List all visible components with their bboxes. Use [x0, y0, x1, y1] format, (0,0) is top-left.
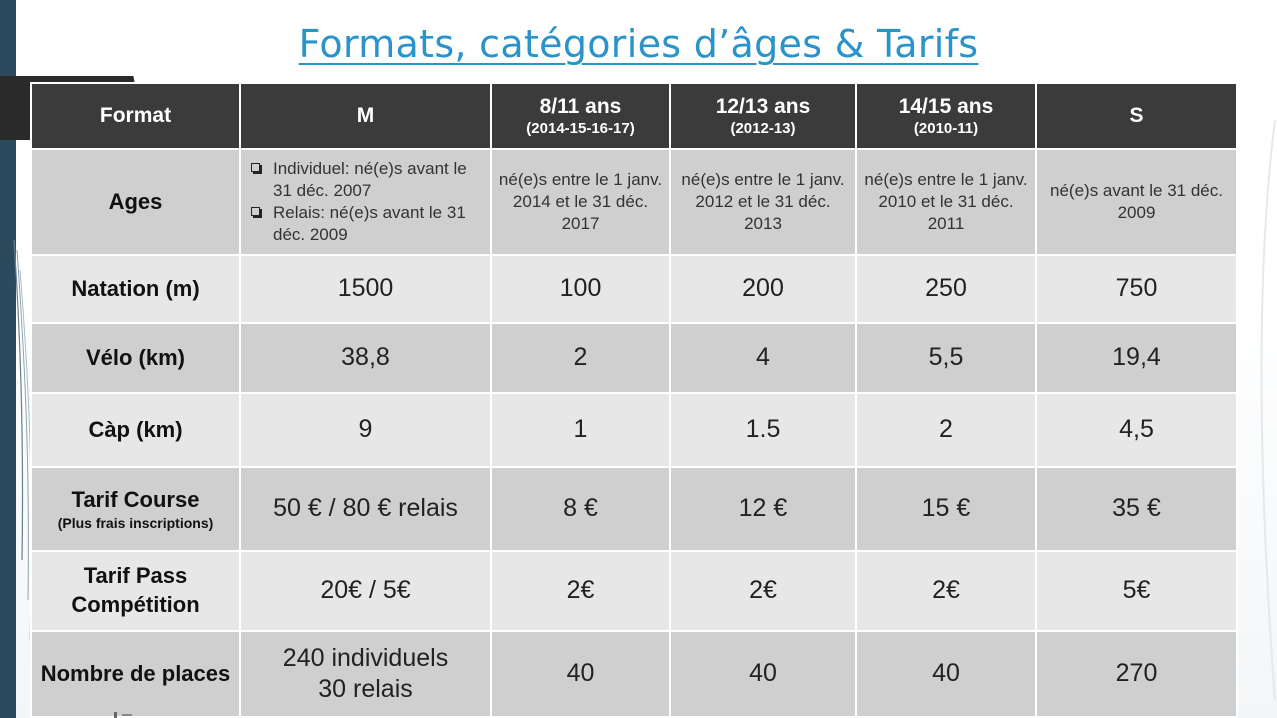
ages-s-cell: né(e)s avant le 31 déc. 2009 [1035, 148, 1238, 256]
table-header-row: Format M 8/11 ans (2014-15-16-17) 12/13 a… [30, 82, 1238, 150]
checkbox-bullet-icon [251, 207, 260, 216]
row-sublabel-frais: (Plus frais inscriptions) [57, 514, 214, 531]
table-cell: 4 [669, 322, 857, 394]
table-row-tarif-course: Tarif Course (Plus frais inscriptions) 5… [30, 466, 1238, 552]
ages-m-cell: Individuel: né(e)s avant le 31 déc. 2007… [239, 148, 492, 256]
row-label-tarif-course: Tarif Course (Plus frais inscriptions) [30, 466, 241, 552]
checkbox-bullet-icon [251, 162, 260, 172]
table-cell: 40 [490, 630, 671, 718]
table-cell: 1 [490, 392, 671, 468]
table-cell: 38,8 [239, 322, 492, 394]
ages-14-15-cell: né(e)s entre le 1 janv. 2010 et le 31 dé… [855, 148, 1037, 256]
header-8-11: 8/11 ans (2014-15-16-17) [490, 82, 671, 150]
header-m: M [239, 82, 492, 150]
table-row-ages: Ages Individuel: né(e)s avant le 31 déc.… [30, 148, 1238, 256]
table-cell: 20€ / 5€ [239, 550, 492, 632]
table-cell: 9 [239, 392, 492, 468]
table-cell: 5€ [1035, 550, 1238, 632]
table-cell: 2€ [855, 550, 1037, 632]
ages-12-13-cell: né(e)s entre le 1 janv. 2012 et le 31 dé… [669, 148, 857, 256]
table-cell: 8 € [490, 466, 671, 552]
table-cell: 5,5 [855, 322, 1037, 394]
row-label-ages: Ages [30, 148, 241, 256]
header-s: S [1035, 82, 1238, 150]
table-cell: 19,4 [1035, 322, 1238, 394]
decorative-right-arc [1260, 119, 1276, 701]
table-cell: 40 [855, 630, 1037, 718]
table-cell: 1.5 [669, 392, 857, 468]
ages-m-individuel: Individuel: né(e)s avant le 31 déc. 2007 [247, 158, 484, 202]
table-row-velo: Vélo (km) 38,8 2 4 5,5 19,4 [30, 322, 1238, 394]
table-cell: 50 € / 80 € relais [239, 466, 492, 552]
table-row-nombre-places: Nombre de places 240 individuels 30 rela… [30, 630, 1238, 718]
tariff-table: Format M 8/11 ans (2014-15-16-17) 12/13 a… [30, 82, 1238, 718]
page-title: Formats, catégories d’âges & Tarifs [298, 22, 979, 66]
table-cell: 240 individuels 30 relais [239, 630, 492, 718]
table-cell: 200 [669, 254, 857, 324]
ages-m-relais: Relais: né(e)s avant le 31 déc. 2009 [247, 202, 484, 246]
table-cell: 2€ [490, 550, 671, 632]
row-label-velo: Vélo (km) [30, 322, 241, 394]
row-label-natation: Natation (m) [30, 254, 241, 324]
table-cell: 40 [669, 630, 857, 718]
table-cell: 250 [855, 254, 1037, 324]
row-label-tarif-pass: Tarif Pass Compétition [30, 550, 241, 632]
table-cell: 35 € [1035, 466, 1238, 552]
header-12-13: 12/13 ans (2012-13) [669, 82, 857, 150]
table-row-natation: Natation (m) 1500 100 200 250 750 [30, 254, 1238, 324]
table-row-tarif-pass: Tarif Pass Compétition 20€ / 5€ 2€ 2€ 2€… [30, 550, 1238, 632]
table-cell: 12 € [669, 466, 857, 552]
table-cell: 2€ [669, 550, 857, 632]
table-row-cap: Càp (km) 9 1 1.5 2 4,5 [30, 392, 1238, 468]
ages-8-11-cell: né(e)s entre le 1 janv. 2014 et le 31 dé… [490, 148, 671, 256]
row-label-cap: Càp (km) [30, 392, 241, 468]
header-14-15: 14/15 ans (2010-11) [855, 82, 1037, 150]
decorative-bottom-mark [114, 712, 132, 718]
table-cell: 15 € [855, 466, 1037, 552]
table-cell: 750 [1035, 254, 1238, 324]
table-cell: 1500 [239, 254, 492, 324]
header-format: Format [30, 82, 241, 150]
table-cell: 2 [855, 392, 1037, 468]
row-label-nombre-places: Nombre de places [30, 630, 241, 718]
left-accent-bar [0, 0, 16, 718]
table-cell: 2 [490, 322, 671, 394]
table-cell: 270 [1035, 630, 1238, 718]
table-cell: 4,5 [1035, 392, 1238, 468]
table-cell: 100 [490, 254, 671, 324]
